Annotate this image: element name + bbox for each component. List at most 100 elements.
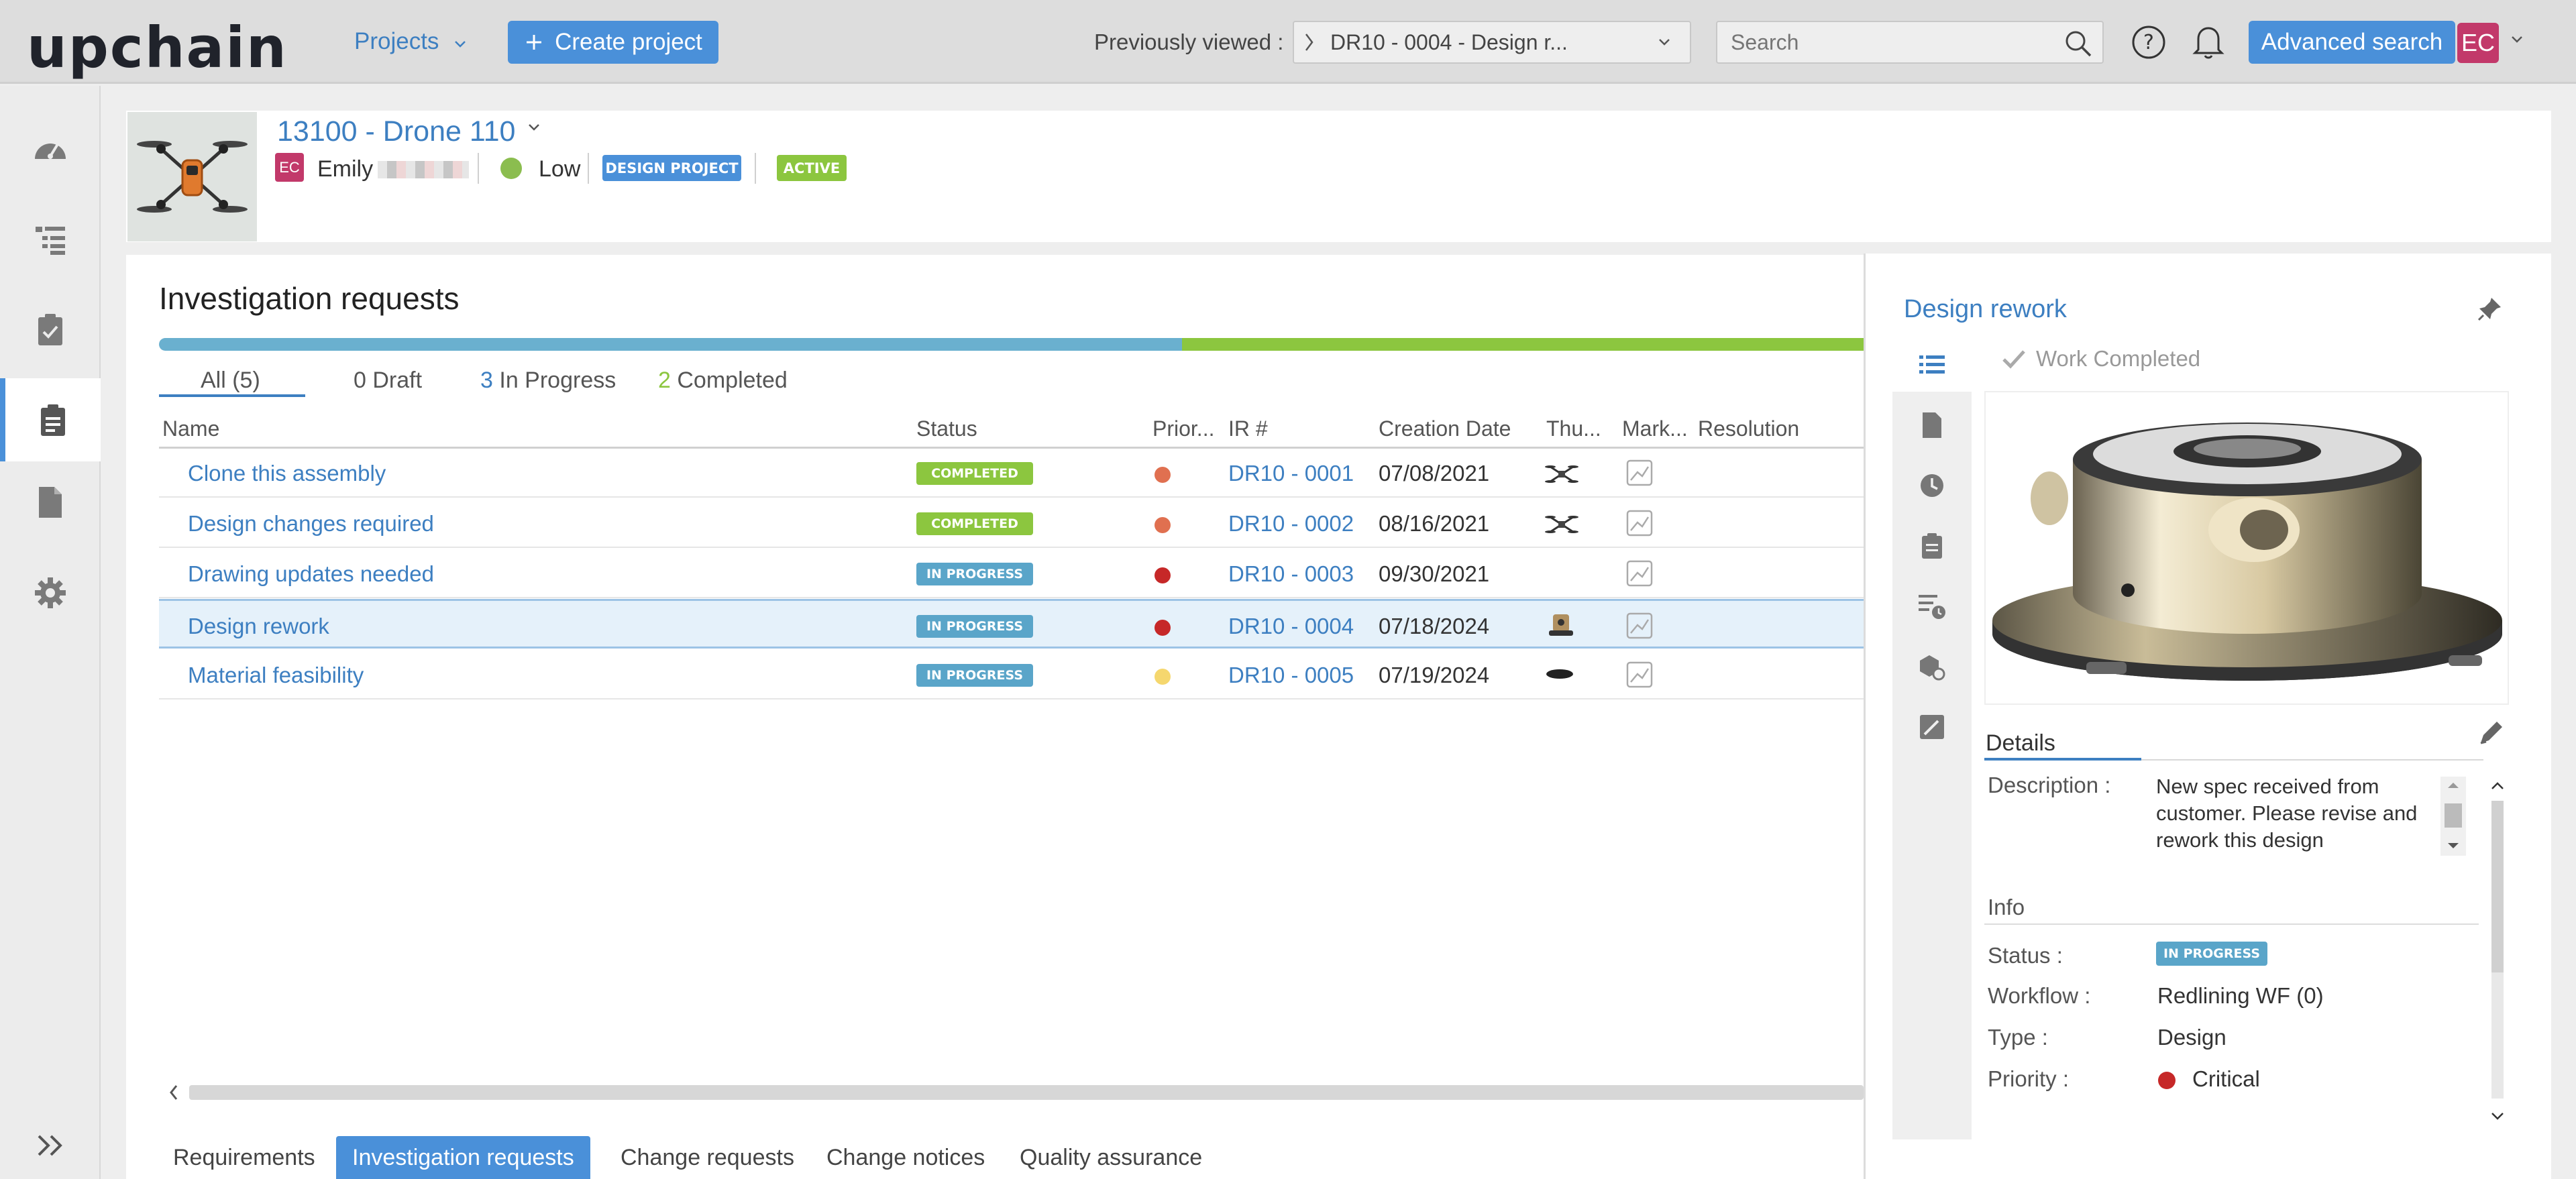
- detail-tab-markup[interactable]: [1892, 700, 1972, 754]
- detail-tab-tasks[interactable]: [1892, 579, 1972, 633]
- chevron-down-icon[interactable]: [2490, 1111, 2505, 1121]
- markup-icon[interactable]: [1625, 612, 1654, 640]
- column-status[interactable]: Status: [916, 416, 977, 441]
- horizontal-scrollbar[interactable]: [159, 1077, 1864, 1105]
- row-name[interactable]: Clone this assembly: [188, 461, 386, 486]
- sidebar-expand-button[interactable]: [0, 1112, 101, 1179]
- row-name[interactable]: Material feasibility: [188, 663, 364, 687]
- sidebar-item-tasks[interactable]: [0, 296, 101, 363]
- column-creation-date[interactable]: Creation Date: [1379, 416, 1511, 441]
- user-avatar[interactable]: EC: [2457, 23, 2499, 63]
- status-label: Status :: [1988, 943, 2063, 968]
- column-ir-number[interactable]: IR #: [1228, 416, 1268, 441]
- tab-requirements[interactable]: Requirements: [173, 1144, 315, 1170]
- row-ir-number[interactable]: DR10 - 0001: [1228, 461, 1354, 486]
- detail-tab-details[interactable]: [1892, 338, 1972, 392]
- table-row[interactable]: Drawing updates needed IN PROGRESS DR10 …: [159, 549, 1864, 598]
- status-progress-bar: [159, 338, 1864, 351]
- row-ir-number[interactable]: DR10 - 0004: [1228, 614, 1354, 638]
- advanced-search-button[interactable]: Advanced search: [2249, 21, 2455, 64]
- chevron-up-icon[interactable]: [2490, 781, 2505, 791]
- svg-text:?: ?: [2143, 31, 2154, 54]
- upchain-logo[interactable]: upchain: [27, 15, 288, 80]
- work-completed-toggle[interactable]: Work Completed: [2001, 346, 2200, 372]
- detail-vertical-scrollbar[interactable]: [2486, 778, 2508, 1127]
- table-row-selected[interactable]: Design rework IN PROGRESS DR10 - 0004 07…: [159, 599, 1864, 649]
- detail-tab-files[interactable]: [1892, 398, 1972, 452]
- drone-thumbnail-icon[interactable]: [1545, 513, 1578, 536]
- detail-tab-history[interactable]: [1892, 459, 1972, 512]
- edit-pencil-icon[interactable]: [2477, 718, 2506, 747]
- sidebar: [0, 86, 101, 1179]
- filter-in-progress-label: In Progress: [499, 368, 616, 393]
- row-name[interactable]: Design changes required: [188, 511, 434, 536]
- column-thumbnail[interactable]: Thu...: [1546, 416, 1601, 441]
- detail-tab-parts[interactable]: [1892, 640, 1972, 693]
- part-thumbnail-icon[interactable]: [1546, 610, 1576, 640]
- tab-quality-assurance[interactable]: Quality assurance: [1020, 1144, 1203, 1170]
- filter-all[interactable]: All (5): [201, 368, 260, 394]
- bell-icon[interactable]: [2192, 23, 2225, 60]
- filter-draft[interactable]: 0 Draft: [354, 368, 422, 394]
- projects-menu[interactable]: Projects: [354, 28, 467, 55]
- sidebar-item-documents[interactable]: [0, 469, 101, 536]
- detail-tab-notes[interactable]: [1892, 519, 1972, 573]
- drone-thumbnail-icon[interactable]: [1545, 463, 1578, 486]
- column-priority[interactable]: Prior...: [1152, 416, 1215, 441]
- search-icon[interactable]: [2063, 29, 2093, 58]
- table-row[interactable]: Clone this assembly COMPLETED DR10 - 000…: [159, 448, 1864, 498]
- description-scrollbar[interactable]: [2440, 777, 2466, 856]
- scrollbar-thumb[interactable]: [2445, 803, 2462, 828]
- tab-investigation-requests[interactable]: Investigation requests: [336, 1136, 590, 1179]
- owner-name-redacted: [378, 161, 469, 178]
- row-creation-date: 08/16/2021: [1379, 511, 1490, 536]
- details-tab[interactable]: Details: [1986, 730, 2055, 756]
- critical-priority-dot: [2158, 1072, 2176, 1089]
- row-ir-number[interactable]: DR10 - 0002: [1228, 511, 1354, 536]
- divider: [2141, 759, 2483, 761]
- active-filter-indicator: [159, 394, 305, 397]
- filter-completed[interactable]: 2 Completed: [658, 368, 788, 394]
- markup-icon[interactable]: [1625, 661, 1654, 689]
- markup-icon[interactable]: [1625, 559, 1654, 587]
- scrollbar-thumb[interactable]: [189, 1085, 1864, 1100]
- markup-icon[interactable]: [1625, 509, 1654, 537]
- page-title: Investigation requests: [159, 281, 460, 316]
- tab-change-requests[interactable]: Change requests: [621, 1144, 794, 1170]
- chevron-down-icon[interactable]: [2510, 35, 2524, 44]
- help-icon[interactable]: ?: [2131, 24, 2167, 60]
- row-ir-number[interactable]: DR10 - 0005: [1228, 663, 1354, 687]
- priority-label: Priority :: [1988, 1066, 2070, 1091]
- row-ir-number[interactable]: DR10 - 0003: [1228, 561, 1354, 586]
- sidebar-item-settings[interactable]: [0, 559, 101, 626]
- table-row[interactable]: Design changes required COMPLETED DR10 -…: [159, 498, 1864, 548]
- sidebar-item-requests[interactable]: [0, 378, 101, 461]
- markup-icon[interactable]: [1625, 459, 1654, 487]
- pin-icon[interactable]: [2477, 295, 2504, 322]
- tab-change-notices[interactable]: Change notices: [826, 1144, 985, 1170]
- filter-in-progress[interactable]: 3 In Progress: [480, 368, 616, 394]
- project-thumbnail[interactable]: [127, 112, 257, 241]
- scroll-down-icon[interactable]: [2446, 841, 2461, 850]
- previously-viewed-select[interactable]: DR10 - 0004 - Design r...: [1293, 21, 1691, 64]
- project-title[interactable]: 13100 - Drone 110: [277, 115, 516, 148]
- column-name[interactable]: Name: [162, 416, 220, 441]
- column-markup[interactable]: Mark...: [1622, 416, 1688, 441]
- sidebar-item-dashboard[interactable]: [0, 115, 101, 182]
- table-row[interactable]: Material feasibility IN PROGRESS DR10 - …: [159, 650, 1864, 699]
- plus-icon: [527, 35, 542, 50]
- scrollbar-thumb[interactable]: [2491, 801, 2504, 972]
- chevron-down-icon: [1659, 39, 1670, 46]
- sidebar-item-structure[interactable]: [0, 206, 101, 273]
- row-name[interactable]: Drawing updates needed: [188, 561, 434, 586]
- part-preview-image[interactable]: [1984, 391, 2509, 705]
- scroll-up-icon[interactable]: [2446, 781, 2461, 790]
- checkmark-icon: [2002, 350, 2025, 369]
- search-input[interactable]: [1717, 22, 2102, 62]
- chevron-left-icon[interactable]: [168, 1084, 179, 1101]
- column-resolution[interactable]: Resolution: [1698, 416, 1800, 441]
- plate-thumbnail-icon[interactable]: [1545, 666, 1574, 682]
- chevron-down-icon[interactable]: [527, 123, 541, 132]
- row-name[interactable]: Design rework: [188, 614, 329, 638]
- create-project-button[interactable]: Create project: [508, 21, 718, 64]
